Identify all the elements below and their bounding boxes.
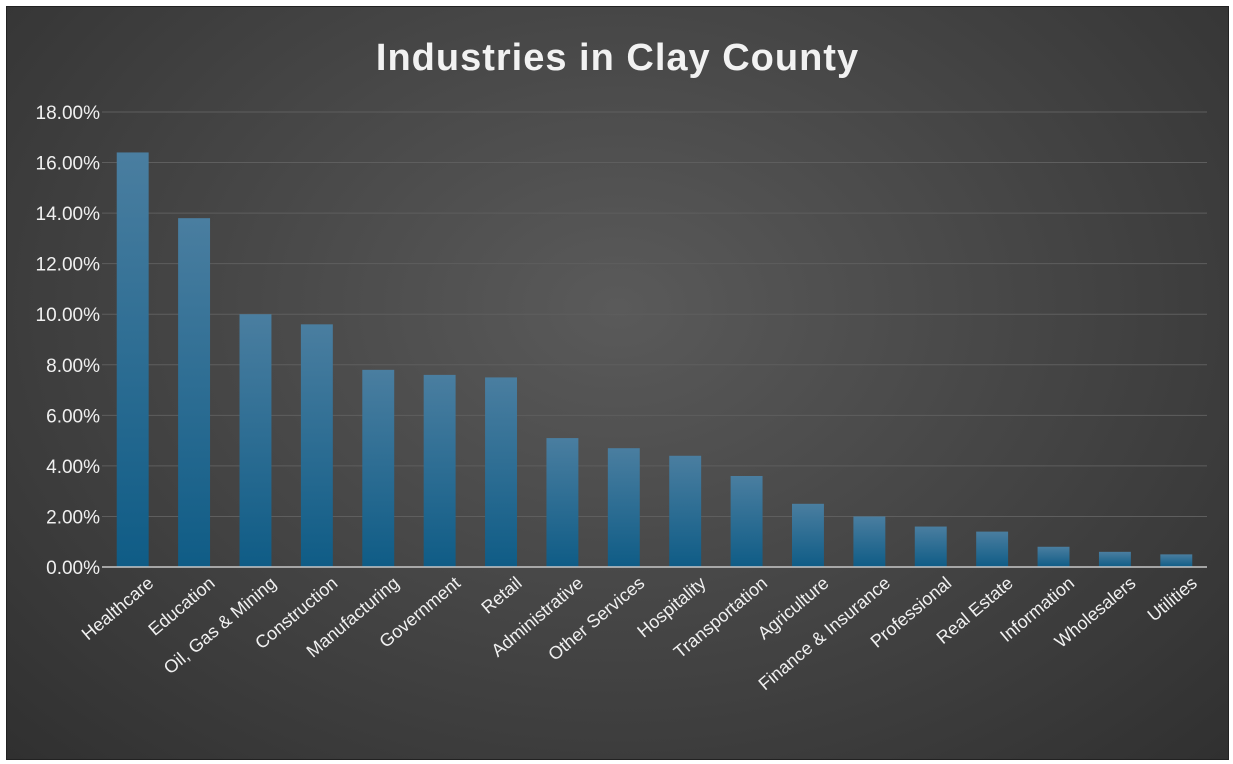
bar <box>178 218 211 567</box>
bar <box>116 152 149 567</box>
bar <box>1037 546 1070 567</box>
bar <box>239 314 272 567</box>
bar <box>1098 551 1131 567</box>
y-tick-label: 16.00% <box>36 154 101 175</box>
y-tick-label: 6.00% <box>46 406 100 427</box>
chart-title: Industries in Clay County <box>375 37 860 79</box>
bar <box>362 369 395 567</box>
x-tick-label: Oil, Gas & Mining <box>160 573 280 678</box>
y-tick-label: 10.00% <box>36 305 101 326</box>
x-tick-label: Healthcare <box>78 573 158 644</box>
y-tick-label: 14.00% <box>36 204 101 225</box>
bar <box>792 503 824 567</box>
bar <box>607 448 640 567</box>
y-tick-label: 18.00% <box>36 103 101 124</box>
bar <box>1160 554 1193 567</box>
x-tick-label: Utilities <box>1144 573 1201 626</box>
bar <box>485 377 517 567</box>
bar <box>730 476 763 567</box>
y-axis-labels: 0.00% 2.00% 4.00% 6.00% 8.00% 10.00% 12.00% 14.… <box>36 103 101 579</box>
y-tick-label: 2.00% <box>46 507 100 528</box>
x-tick-label: Retail <box>477 573 525 618</box>
bar <box>300 324 333 567</box>
bar-chart: 0.00% 2.00% 4.00% 6.00% 8.00% 10.00% 12.00% 14.… <box>36 103 1207 694</box>
y-tick-label: 12.00% <box>36 255 101 276</box>
y-tick-label: 8.00% <box>46 356 100 377</box>
bar <box>669 455 702 567</box>
y-tick-label: 4.00% <box>46 457 100 478</box>
bar <box>423 374 456 567</box>
y-tick-label: 0.00% <box>46 558 100 579</box>
bar <box>976 531 1009 567</box>
chart-frame: Industries in Clay County 0.00% 2.00% 4.00… <box>6 6 1229 760</box>
bar <box>914 526 947 567</box>
grid-lines <box>102 111 1207 517</box>
bar <box>546 438 579 567</box>
bar <box>853 516 886 567</box>
bars <box>116 152 1193 567</box>
